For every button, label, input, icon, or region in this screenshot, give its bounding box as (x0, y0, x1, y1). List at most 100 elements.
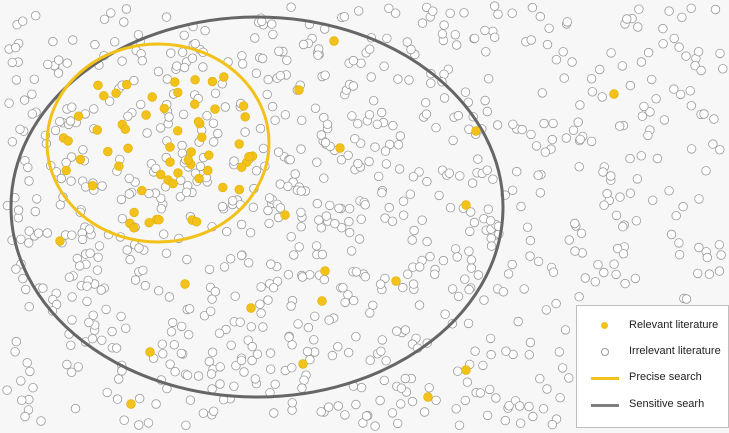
irrelevant-dot (156, 203, 167, 214)
irrelevant-dot (636, 151, 647, 161)
irrelevant-dot (524, 350, 535, 360)
irrelevant-dot (176, 321, 187, 332)
irrelevant-dot (266, 364, 276, 374)
irrelevant-dot (664, 186, 674, 196)
irrelevant-dot (107, 326, 117, 337)
irrelevant-dot (440, 309, 450, 319)
irrelevant-dot (263, 74, 273, 85)
irrelevant-dot (206, 369, 217, 379)
irrelevant-dot (190, 39, 200, 49)
irrelevant-dot (24, 302, 34, 312)
irrelevant-dot (43, 59, 53, 70)
irrelevant-dot (450, 244, 461, 254)
irrelevant-dot (674, 249, 685, 260)
irrelevant-dot (643, 130, 653, 141)
irrelevant-dot (453, 291, 464, 302)
irrelevant-dot (157, 339, 168, 349)
irrelevant-dot (533, 256, 544, 267)
relevant-dot (190, 99, 200, 109)
irrelevant-dot (526, 129, 536, 140)
irrelevant-dot (312, 198, 323, 209)
legend-item-irrelevant: Irrelevant literature (577, 342, 727, 362)
irrelevant-dot (42, 228, 53, 238)
irrelevant-dot (165, 359, 175, 369)
irrelevant-dot (710, 4, 721, 15)
irrelevant-dot (377, 335, 388, 345)
irrelevant-dot (204, 264, 215, 275)
irrelevant-dot (2, 385, 12, 395)
irrelevant-dot (250, 33, 260, 43)
irrelevant-dot (263, 295, 273, 305)
irrelevant-dot (573, 117, 583, 127)
irrelevant-dot (547, 419, 558, 430)
irrelevant-dot (465, 226, 475, 237)
irrelevant-dot (88, 310, 98, 321)
irrelevant-dot (567, 57, 577, 67)
irrelevant-dot (299, 375, 309, 385)
irrelevant-dot (64, 272, 75, 283)
irrelevant-dot (158, 349, 168, 359)
irrelevant-dot (54, 55, 64, 65)
sensitive-line-icon (591, 404, 619, 407)
irrelevant-dot (422, 236, 432, 247)
irrelevant-dot (101, 304, 111, 315)
irrelevant-dot (541, 305, 552, 315)
irrelevant-dot (134, 393, 145, 404)
irrelevant-dot (445, 8, 455, 19)
irrelevant-dot (124, 189, 135, 199)
irrelevant-dot (119, 415, 129, 425)
irrelevant-dot (381, 159, 392, 169)
irrelevant-dot (225, 254, 236, 264)
irrelevant-dot (369, 95, 379, 106)
irrelevant-dot (636, 57, 647, 67)
irrelevant-dot (250, 374, 261, 384)
irrelevant-dot (161, 12, 172, 22)
irrelevant-dot (652, 153, 663, 164)
irrelevant-dot (481, 47, 491, 57)
relevant-dot (55, 236, 65, 246)
irrelevant-dot (18, 273, 28, 284)
irrelevant-dot (702, 252, 713, 263)
irrelevant-dot (116, 311, 126, 322)
irrelevant-dot (451, 404, 461, 414)
irrelevant-dot (344, 203, 355, 214)
relevant-dot (186, 147, 196, 157)
irrelevant-dot (183, 330, 194, 340)
irrelevant-dot (106, 8, 116, 18)
irrelevant-dot (4, 98, 14, 108)
relevant-dot (129, 223, 139, 233)
irrelevant-dot (134, 243, 144, 253)
relevant-dot (391, 276, 401, 286)
irrelevant-dot (375, 279, 386, 289)
irrelevant-dot (7, 137, 18, 147)
irrelevant-dot (15, 124, 25, 135)
irrelevant-dot (513, 316, 523, 327)
irrelevant-dot (129, 75, 139, 86)
irrelevant-dot (237, 59, 248, 69)
irrelevant-dot (507, 185, 518, 196)
irrelevant-dot (344, 216, 354, 227)
irrelevant-dot (117, 213, 128, 224)
irrelevant-dot (380, 146, 391, 156)
irrelevant-dot (570, 218, 580, 229)
relevant-dot (168, 178, 178, 189)
irrelevant-dot (185, 395, 196, 405)
irrelevant-dot (55, 116, 65, 127)
irrelevant-dot (515, 401, 525, 411)
irrelevant-dot (217, 201, 228, 212)
irrelevant-dot (97, 181, 107, 191)
irrelevant-dot (480, 25, 490, 36)
relevant-dot (120, 124, 131, 134)
irrelevant-dot (333, 401, 344, 411)
irrelevant-dot (67, 315, 77, 325)
irrelevant-dot (452, 252, 462, 262)
irrelevant-dot (464, 246, 474, 256)
irrelevant-dot (370, 421, 380, 431)
irrelevant-dot (179, 30, 189, 41)
irrelevant-dot (387, 408, 398, 418)
relevant-dot (159, 103, 170, 114)
irrelevant-dot (625, 153, 635, 164)
irrelevant-dot (430, 269, 440, 280)
irrelevant-dot (297, 383, 307, 393)
irrelevant-dot (439, 93, 450, 103)
